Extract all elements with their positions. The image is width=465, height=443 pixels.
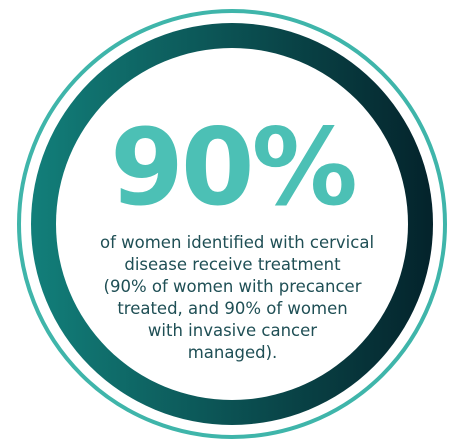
stat-number: 90% [110, 106, 358, 229]
stat-description-line: of women identified with cervical [100, 233, 375, 252]
inner-circle [56, 48, 408, 400]
outer-ring [17, 9, 447, 439]
stat-description: of women identified with cervical diseas… [100, 232, 375, 364]
stat-description-line: (90% of women with precancer [103, 277, 362, 296]
stat-description-line: disease receive treatment [124, 255, 341, 274]
stat-description-line: managed). [187, 343, 278, 362]
stat-description-line: with invasive cancer [147, 321, 318, 340]
stat-description-line: treated, and 90% of women [117, 299, 348, 318]
